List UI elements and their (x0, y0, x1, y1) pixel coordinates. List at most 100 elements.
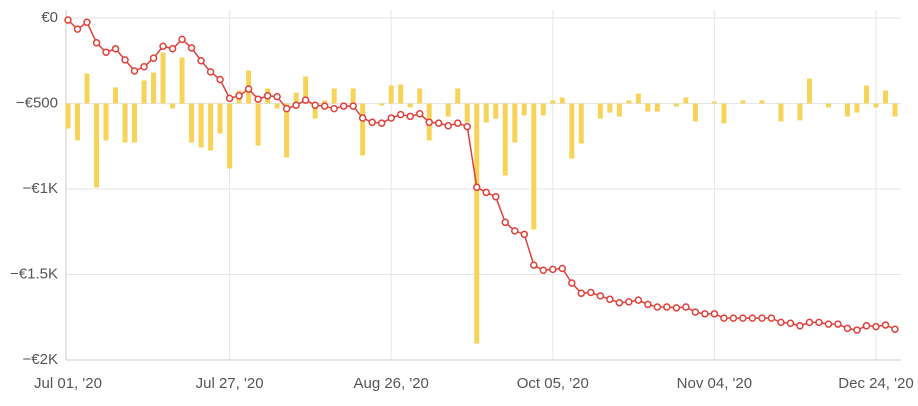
point (615, 298, 624, 307)
point (777, 318, 785, 327)
bar (474, 103, 480, 344)
point (387, 114, 395, 122)
bar (521, 103, 527, 116)
point (501, 218, 510, 227)
point (263, 92, 272, 100)
point (292, 101, 300, 109)
point (558, 264, 567, 273)
bar (892, 103, 898, 117)
bar (407, 103, 413, 108)
point (178, 35, 186, 44)
x-tick-label: Dec 24, '20 (838, 375, 913, 392)
point (197, 57, 205, 65)
point (520, 230, 529, 239)
bar (502, 103, 508, 176)
bar (284, 103, 290, 158)
bar (863, 85, 869, 104)
point (634, 296, 643, 304)
y-tick-label: −€2K (23, 351, 58, 368)
bar (388, 85, 394, 104)
line (67, 19, 896, 331)
point (587, 288, 595, 297)
bar (322, 100, 328, 104)
point (121, 56, 129, 64)
bar (255, 103, 261, 146)
bar (740, 100, 746, 104)
point (244, 85, 253, 93)
point (710, 310, 719, 318)
bar (75, 103, 81, 141)
bar (227, 103, 233, 169)
point (492, 192, 500, 201)
point (64, 16, 72, 24)
point (235, 92, 243, 100)
point (111, 45, 120, 53)
bar (825, 103, 831, 108)
point (415, 110, 424, 118)
point (434, 119, 443, 127)
point (796, 322, 804, 330)
point (663, 303, 671, 311)
bar (711, 101, 717, 104)
point (102, 48, 110, 56)
point (282, 104, 291, 113)
point (596, 292, 605, 300)
point (843, 324, 852, 333)
point (349, 102, 357, 110)
point (606, 295, 614, 304)
point (815, 318, 823, 327)
bar (882, 90, 888, 104)
bar (113, 87, 119, 104)
point (254, 95, 262, 103)
point (425, 118, 433, 127)
point (767, 314, 776, 322)
bar (616, 103, 622, 117)
bar (398, 84, 404, 104)
point (625, 298, 633, 306)
point (463, 122, 471, 131)
point (216, 75, 224, 84)
bar (540, 103, 546, 116)
point (396, 110, 405, 119)
point (549, 265, 557, 274)
bar (84, 73, 90, 104)
bar (531, 103, 537, 230)
bar (103, 103, 109, 141)
point (748, 314, 757, 322)
bar (217, 103, 223, 134)
bar (151, 72, 157, 104)
bar (569, 103, 575, 159)
point (92, 39, 101, 47)
point (149, 54, 158, 62)
bar (65, 103, 71, 129)
bar (170, 103, 176, 109)
bar (645, 103, 651, 112)
bar (274, 103, 280, 109)
bar (198, 103, 204, 148)
point (168, 45, 177, 53)
bar (464, 103, 470, 123)
bar (141, 80, 147, 104)
bar (160, 52, 166, 104)
point (330, 104, 338, 113)
bar (360, 103, 366, 156)
point (73, 25, 82, 33)
point (691, 308, 700, 316)
point (739, 314, 747, 322)
point (872, 322, 880, 331)
point (653, 303, 662, 311)
x-tick-label: Jul 27, '20 (196, 375, 264, 392)
bar (483, 103, 489, 123)
point (853, 326, 861, 334)
bar (189, 103, 195, 143)
bar (312, 103, 318, 119)
y-tick-label: −€1K (23, 180, 58, 197)
x-tick-label: Oct 05, '20 (517, 375, 589, 392)
bar (607, 103, 613, 113)
bar (626, 100, 632, 104)
point (701, 310, 709, 318)
x-tick-label: Jul 01, '20 (34, 375, 102, 392)
point (720, 314, 728, 322)
point (159, 42, 167, 50)
